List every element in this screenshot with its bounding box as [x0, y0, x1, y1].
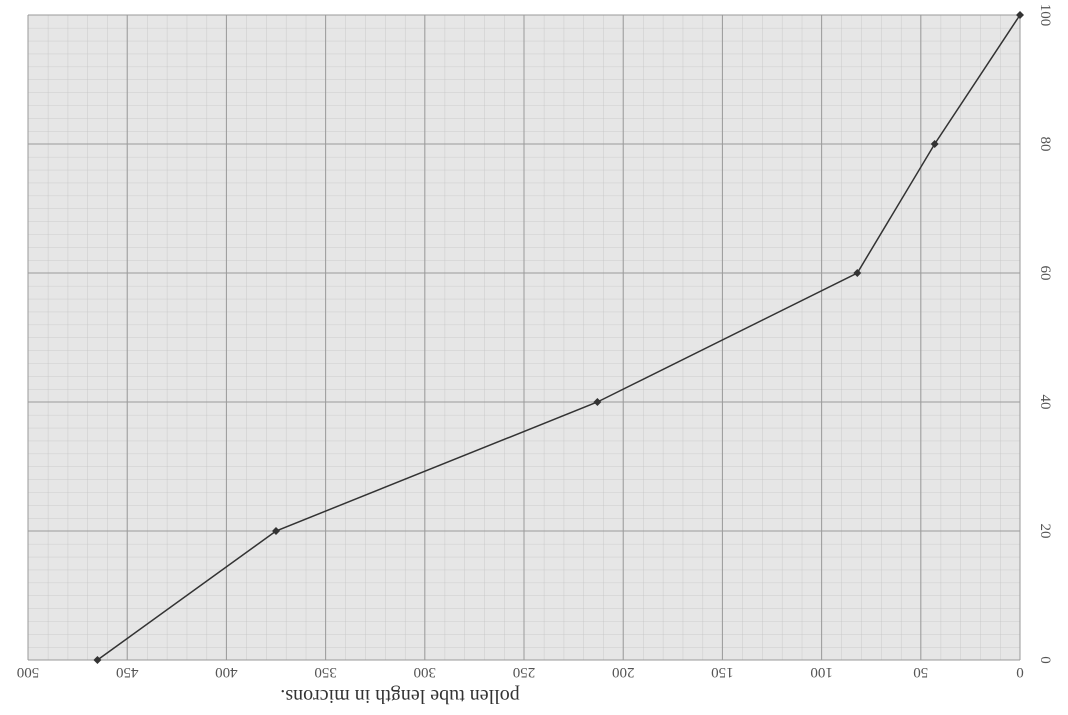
- data-point: [930, 140, 939, 148]
- x-tick-label: 500: [17, 664, 40, 680]
- x-tick-label: 50: [913, 664, 928, 680]
- y-tick-label: 100: [1037, 4, 1053, 27]
- x-tick-label: 100: [810, 664, 833, 680]
- data-point: [272, 527, 280, 535]
- x-tick-label: 450: [116, 664, 139, 680]
- marks: [93, 11, 1024, 664]
- y-tick-label: 60: [1037, 266, 1053, 281]
- x-tick-label: 300: [414, 664, 437, 680]
- data-point: [593, 398, 602, 406]
- data-point: [93, 656, 102, 664]
- y-tick-label: 0: [1037, 656, 1053, 664]
- y-tick-label: 20: [1037, 524, 1053, 539]
- y-tick-label: 40: [1037, 395, 1053, 410]
- x-tick-label: 350: [314, 664, 337, 680]
- data-point: [853, 269, 862, 277]
- labels: 500 450 400 350 300 250 200 150 100 50 00204060801…: [17, 4, 1053, 680]
- x-tick-label: 250: [513, 664, 536, 680]
- x-tick-label: 200: [612, 664, 635, 680]
- y-tick-label: 80: [1037, 137, 1053, 152]
- data-line: [97, 14, 1021, 661]
- grid: [27, 14, 1021, 661]
- x-axis-label: pollen tube length in microns.: [280, 685, 519, 707]
- x-tick-label: 400: [215, 664, 238, 680]
- x-tick-label: 0: [1016, 664, 1024, 680]
- data-point: [1016, 11, 1024, 19]
- x-tick-label: 150: [711, 664, 734, 680]
